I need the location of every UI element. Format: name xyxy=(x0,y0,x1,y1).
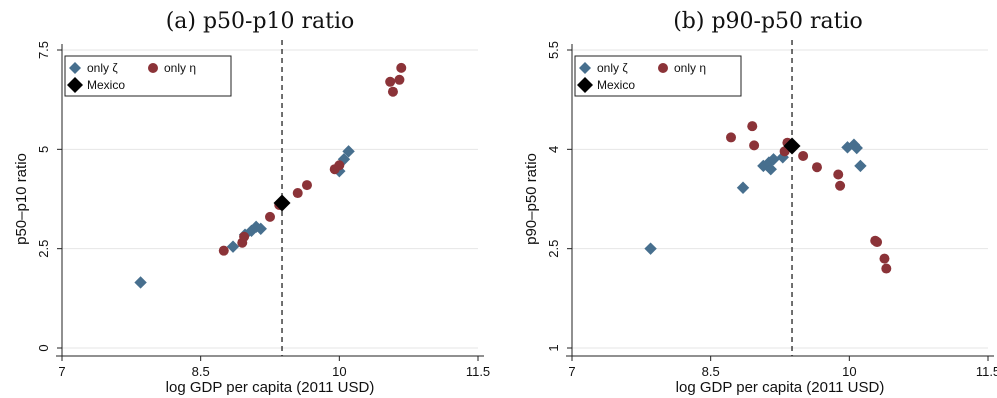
x-axis-label: log GDP per capita (2011 USD) xyxy=(676,379,885,396)
legend-marker-mexico xyxy=(67,77,83,93)
legend-marker-zeta xyxy=(579,62,591,74)
legend-marker-zeta xyxy=(69,62,81,74)
data-point-zeta xyxy=(767,153,780,166)
legend-box xyxy=(574,55,742,97)
data-point-zeta xyxy=(850,141,863,155)
panel-title: (b) p90-p50 ratio xyxy=(673,9,863,34)
data-point-eta xyxy=(747,121,758,132)
data-point-zeta xyxy=(854,159,867,173)
data-point-eta xyxy=(811,162,822,173)
panel-a: (a) p50-p10 ratio 0 2.5 5 7.5 7 8.5 10 11.5 log G… xyxy=(13,9,490,396)
data-point-zeta xyxy=(254,222,267,235)
y-tick-label: 2.5 xyxy=(36,240,51,258)
data-point-eta xyxy=(301,180,312,191)
data-point-zeta xyxy=(134,276,147,289)
data-point-eta xyxy=(387,86,398,97)
x-tick-label: 8.5 xyxy=(702,364,720,379)
legend-marker-mexico xyxy=(577,77,593,93)
y-axis-label: p90–p50 ratio xyxy=(523,153,540,245)
panel-title: (a) p50-p10 ratio xyxy=(166,9,355,34)
y-tick-label: 4 xyxy=(546,146,561,153)
panel-b: (b) p90-p50 ratio 1 2.5 4 5.5 7 8.5 10 11.5 log G… xyxy=(523,9,997,396)
x-tick-label: 7 xyxy=(568,364,575,379)
legend-marker-eta xyxy=(658,63,668,73)
data-point-eta xyxy=(265,211,275,222)
data-point-zeta xyxy=(764,163,777,176)
y-tick-label: 5.5 xyxy=(546,41,561,59)
data-point-zeta xyxy=(736,181,750,194)
legend-label-eta: only η xyxy=(164,61,196,75)
data-point-eta xyxy=(881,263,892,274)
data-point-zeta xyxy=(337,153,351,166)
y-tick-label: 1 xyxy=(546,344,561,351)
y-tick-label: 5 xyxy=(36,146,51,153)
data-point-eta xyxy=(835,180,846,191)
data-point-eta xyxy=(833,169,844,180)
data-point-eta xyxy=(292,188,303,199)
y-tick-label: 2.5 xyxy=(546,240,561,258)
data-point-zeta xyxy=(762,156,776,169)
x-tick-label: 11.5 xyxy=(466,364,490,379)
legend-label-eta: only η xyxy=(674,61,706,75)
x-tick-label: 10 xyxy=(842,364,856,379)
legend-label-mexico: Mexico xyxy=(87,78,125,92)
data-point-eta xyxy=(218,245,229,256)
data-point-eta xyxy=(239,231,250,242)
x-axis-label: log GDP per capita (2011 USD) xyxy=(166,379,375,396)
data-point-zeta xyxy=(644,242,657,255)
x-tick-label: 8.5 xyxy=(192,364,210,379)
data-point-mexico xyxy=(783,137,801,155)
legend-label-zeta: only ζ xyxy=(87,61,118,75)
data-point-zeta xyxy=(226,240,240,253)
x-tick-label: 7 xyxy=(58,364,65,379)
x-tick-label: 10 xyxy=(332,364,346,379)
data-point-eta xyxy=(385,76,396,87)
data-point-mexico xyxy=(273,194,291,212)
data-point-eta xyxy=(749,140,760,151)
data-point-eta xyxy=(726,132,737,143)
data-point-eta xyxy=(334,160,345,171)
x-tick-label: 11.5 xyxy=(976,364,997,379)
legend-label-zeta: only ζ xyxy=(597,61,628,75)
data-point-eta xyxy=(396,62,407,73)
y-tick-label: 0 xyxy=(36,344,51,351)
data-point-eta xyxy=(394,74,405,85)
data-point-zeta xyxy=(342,145,355,158)
legend-label-mexico: Mexico xyxy=(597,78,635,92)
y-axis-label: p50–p10 ratio xyxy=(13,153,30,245)
legend-marker-eta xyxy=(148,63,158,73)
y-tick-label: 7.5 xyxy=(36,41,51,59)
data-point-eta xyxy=(798,150,809,161)
legend-box xyxy=(64,55,232,97)
data-point-zeta xyxy=(841,141,854,154)
data-point-eta xyxy=(879,253,890,264)
data-point-eta xyxy=(872,237,883,248)
